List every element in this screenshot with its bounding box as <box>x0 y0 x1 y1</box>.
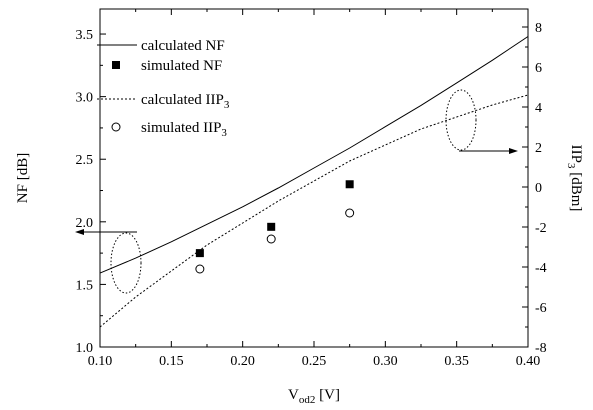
point-simulated-iip3 <box>266 234 276 244</box>
y-axis-left: 1.0 1.5 2.0 2.5 3.0 3.5 <box>76 28 106 356</box>
dotted-ellipse <box>110 232 142 294</box>
series-line-calculated-nf <box>99 36 529 274</box>
y-left-tick-label: 3.5 <box>76 28 94 43</box>
y-right-tick-label: -4 <box>535 261 547 276</box>
x-tick-label: 0.30 <box>373 354 398 369</box>
y-left-tick-label: 3.0 <box>76 91 94 106</box>
y-right-tick-label: 4 <box>535 101 542 116</box>
y-right-tick-label: -8 <box>535 341 547 356</box>
legend-label: simulated IIP3 <box>141 120 227 139</box>
x-tick-label: 0.20 <box>230 354 255 369</box>
point-simulated-nf <box>267 222 276 231</box>
legend-label: calculated NF <box>141 38 225 54</box>
legend-item-calculated-nf: calculated NF <box>97 38 225 54</box>
arrowhead <box>75 229 84 235</box>
x-tick-label: 0.40 <box>516 354 541 369</box>
dotted-ellipse <box>445 89 477 151</box>
y-right-tick-label: 6 <box>535 61 542 76</box>
legend-swatch-open-circle <box>111 122 121 132</box>
arrowhead <box>509 148 518 154</box>
x-axis-title: Vod2 [V] <box>288 387 340 406</box>
legend-label: calculated IIP3 <box>141 92 230 111</box>
legend-item-simulated-nf: simulated NF <box>112 58 222 74</box>
x-tick-label: 0.25 <box>302 354 327 369</box>
series-line-calculated-iip3 <box>99 94 529 328</box>
x-axis: 0.10 0.15 0.20 0.25 0.30 0.35 0.40 <box>88 9 541 369</box>
x-tick-label: 0.35 <box>444 354 469 369</box>
y-left-tick-label: 1.0 <box>76 341 94 356</box>
y-right-tick-label: 2 <box>535 141 542 156</box>
y-left-tick-label: 1.5 <box>76 278 94 293</box>
legend-label: simulated NF <box>141 58 222 74</box>
point-simulated-iip3 <box>345 208 355 218</box>
legend-item-calculated-iip3: calculated IIP3 <box>97 92 230 111</box>
y-right-tick-label: 8 <box>535 21 542 36</box>
point-simulated-nf <box>345 180 354 189</box>
y-right-tick-label: -2 <box>535 221 547 236</box>
y-axis-left-title: NF [dB] <box>15 153 31 203</box>
y-left-tick-label: 2.0 <box>76 216 94 231</box>
y-axis-right-title: IIP3 [dBm] <box>565 145 584 212</box>
legend-swatch-filled-square <box>112 61 120 69</box>
legend: calculated NF simulated NF calculated II… <box>97 38 230 139</box>
y-left-tick-label: 2.5 <box>76 153 94 168</box>
series-layer <box>99 36 529 328</box>
y-right-tick-label: 0 <box>535 181 542 196</box>
point-simulated-nf <box>195 249 204 258</box>
y-axis-right: -8 -6 -4 -2 0 2 4 6 8 <box>522 21 547 356</box>
x-tick-label: 0.15 <box>159 354 184 369</box>
legend-item-simulated-iip3: simulated IIP3 <box>111 120 227 139</box>
annotation-nf-axis <box>75 229 142 294</box>
y-right-tick-label: -6 <box>535 301 547 316</box>
annotation-iip3-axis <box>445 89 518 154</box>
point-simulated-iip3 <box>195 264 205 274</box>
x-tick-label: 0.10 <box>88 354 113 369</box>
